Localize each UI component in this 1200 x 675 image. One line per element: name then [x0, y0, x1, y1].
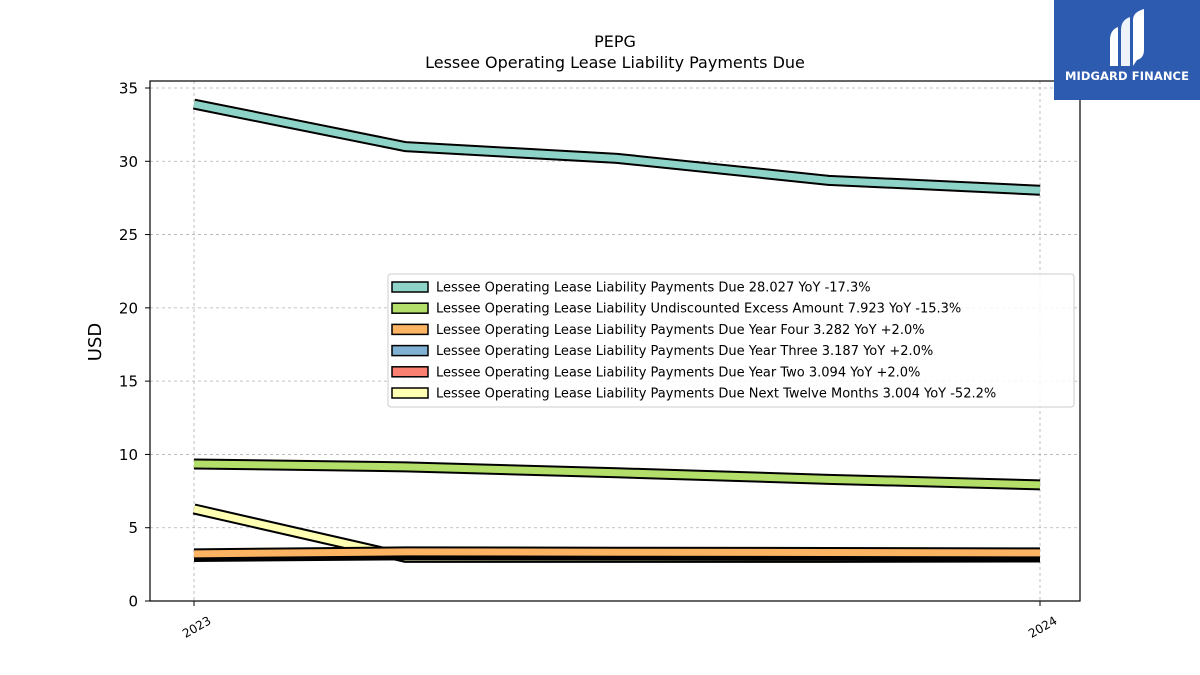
legend-entry: Lessee Operating Lease Liability Payment…: [436, 323, 925, 338]
legend-entry: Lessee Operating Lease Liability Undisco…: [436, 302, 961, 317]
legend: Lessee Operating Lease Liability Payment…: [387, 273, 1075, 408]
brand-name: MIDGARD FINANCE: [1064, 69, 1190, 83]
legend-swatch: [391, 366, 429, 378]
legend-swatch: [391, 344, 429, 357]
legend-swatch: [391, 302, 429, 314]
y-tick-label: 30: [119, 153, 138, 171]
series-line: [193, 100, 1041, 194]
y-tick-label: 15: [119, 373, 138, 391]
series-line: [193, 548, 1041, 558]
series-lines: [192, 98, 1041, 563]
y-tick-label: 20: [119, 299, 138, 317]
legend-swatch: [391, 387, 429, 399]
series-outline: [192, 98, 1041, 196]
legend-entry: Lessee Operating Lease Liability Payment…: [436, 281, 871, 296]
x-tick-label: 2024: [1026, 613, 1059, 640]
legend-entry: Lessee Operating Lease Liability Payment…: [436, 344, 933, 359]
x-tick-label: 2023: [180, 613, 213, 640]
legend-entry: Lessee Operating Lease Liability Payment…: [436, 365, 920, 380]
y-tick-label: 0: [128, 593, 138, 611]
plot-area-frame: [149, 80, 1081, 602]
y-axis-ticks: 0 5 10 15 20 25 30 35: [119, 80, 150, 611]
y-tick-label: 35: [119, 80, 138, 98]
legend-box: [387, 273, 1075, 408]
y-tick-label: 10: [119, 446, 138, 464]
series-line: [193, 460, 1041, 489]
midgard-m-icon: [1110, 9, 1144, 66]
chart-subtitle: Lessee Operating Lease Liability Payment…: [425, 53, 805, 72]
y-tick-label: 25: [119, 226, 138, 244]
y-tick-label: 5: [128, 519, 138, 537]
legend-entry: Lessee Operating Lease Liability Payment…: [436, 387, 996, 402]
legend-swatch: [391, 323, 429, 336]
x-axis-ticks: 2023 2024: [180, 601, 1060, 641]
legend-swatch: [391, 281, 429, 293]
brand-logo: MIDGARD FINANCE: [1054, 0, 1200, 100]
y-axis-label: USD: [85, 323, 106, 361]
chart-title: PEPG: [594, 32, 636, 51]
